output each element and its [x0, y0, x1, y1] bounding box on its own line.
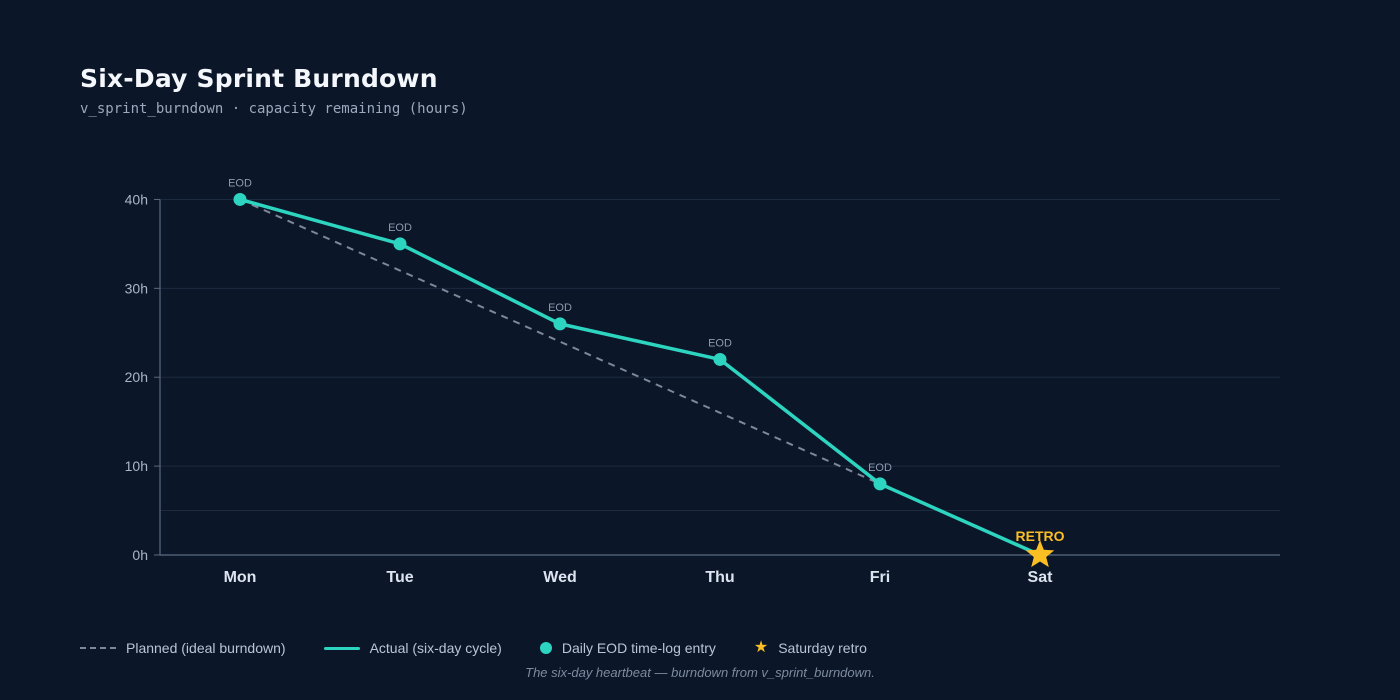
- x-tick-label: Fri: [870, 569, 890, 586]
- eod-point-label: EOD: [868, 462, 892, 474]
- chart-legend: Planned (ideal burndown) Actual (six-day…: [80, 640, 905, 656]
- eod-point-label: EOD: [708, 337, 732, 349]
- legend-eod: Daily EOD time-log entry: [539, 640, 716, 656]
- eod-point: [873, 477, 887, 491]
- star-icon: ★: [753, 639, 769, 656]
- x-tick-label: Thu: [705, 569, 734, 586]
- eod-point-label: EOD: [388, 222, 412, 234]
- legend-retro: ★ Saturday retro: [753, 639, 867, 657]
- legend-retro-label: Saturday retro: [778, 640, 867, 656]
- solid-line-icon: [323, 646, 360, 650]
- legend-planned-label: Planned (ideal burndown): [126, 640, 286, 656]
- x-tick-label: Tue: [386, 569, 413, 586]
- eod-point-label: EOD: [228, 177, 252, 189]
- retro-star-marker: [1025, 540, 1055, 568]
- legend-actual-label: Actual (six-day cycle): [369, 640, 502, 656]
- y-tick-label: 0h: [132, 547, 148, 563]
- chart-subtitle: v_sprint_burndown · capacity remaining (…: [80, 101, 468, 117]
- legend-eod-label: Daily EOD time-log entry: [561, 640, 716, 656]
- series-line-actual: [238, 197, 1042, 557]
- y-tick-label: 20h: [125, 369, 148, 385]
- retro-label: RETRO: [1016, 528, 1065, 544]
- eod-point: [713, 352, 727, 366]
- y-tick-label: 40h: [125, 191, 148, 207]
- chart-footnote: The six-day heartbeat — burndown from v_…: [525, 665, 875, 680]
- x-tick-label: Sat: [1028, 569, 1054, 586]
- y-tick-label: 30h: [125, 280, 148, 296]
- legend-planned: Planned (ideal burndown): [80, 640, 286, 656]
- dashed-line-icon: [80, 647, 116, 649]
- eod-point: [233, 192, 247, 206]
- dot-icon: [539, 642, 552, 654]
- chart-title: Six-Day Sprint Burndown: [80, 64, 438, 93]
- legend-actual: Actual (six-day cycle): [323, 640, 502, 656]
- x-tick-label: Mon: [224, 569, 257, 586]
- eod-point: [553, 317, 567, 331]
- x-tick-label: Wed: [543, 569, 576, 586]
- y-tick-label: 10h: [125, 458, 148, 474]
- eod-point-label: EOD: [548, 302, 572, 314]
- eod-point: [393, 237, 407, 251]
